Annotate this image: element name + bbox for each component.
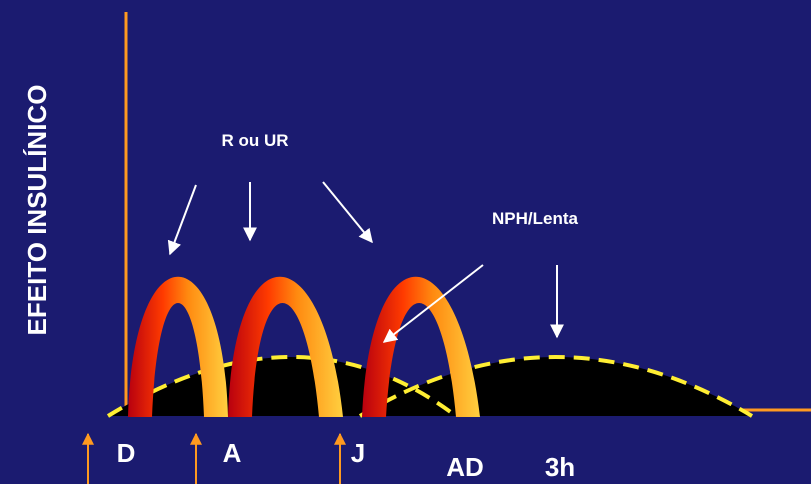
- time-label: 3h: [545, 452, 575, 482]
- annotation: NPH/Lenta: [492, 209, 579, 228]
- slide: EFEITO INSULÍNICO R ou UR NPH/Lenta D A …: [0, 0, 811, 484]
- time-label: D: [117, 438, 136, 468]
- annotation: R ou UR: [221, 131, 288, 150]
- page: EFEITO INSULÍNICO R ou UR NPH/Lenta D A …: [0, 0, 811, 484]
- time-label: AD: [446, 452, 484, 482]
- time-label: J: [351, 438, 365, 468]
- time-label: A: [223, 438, 242, 468]
- y-axis-label: EFEITO INSULÍNICO: [22, 85, 52, 336]
